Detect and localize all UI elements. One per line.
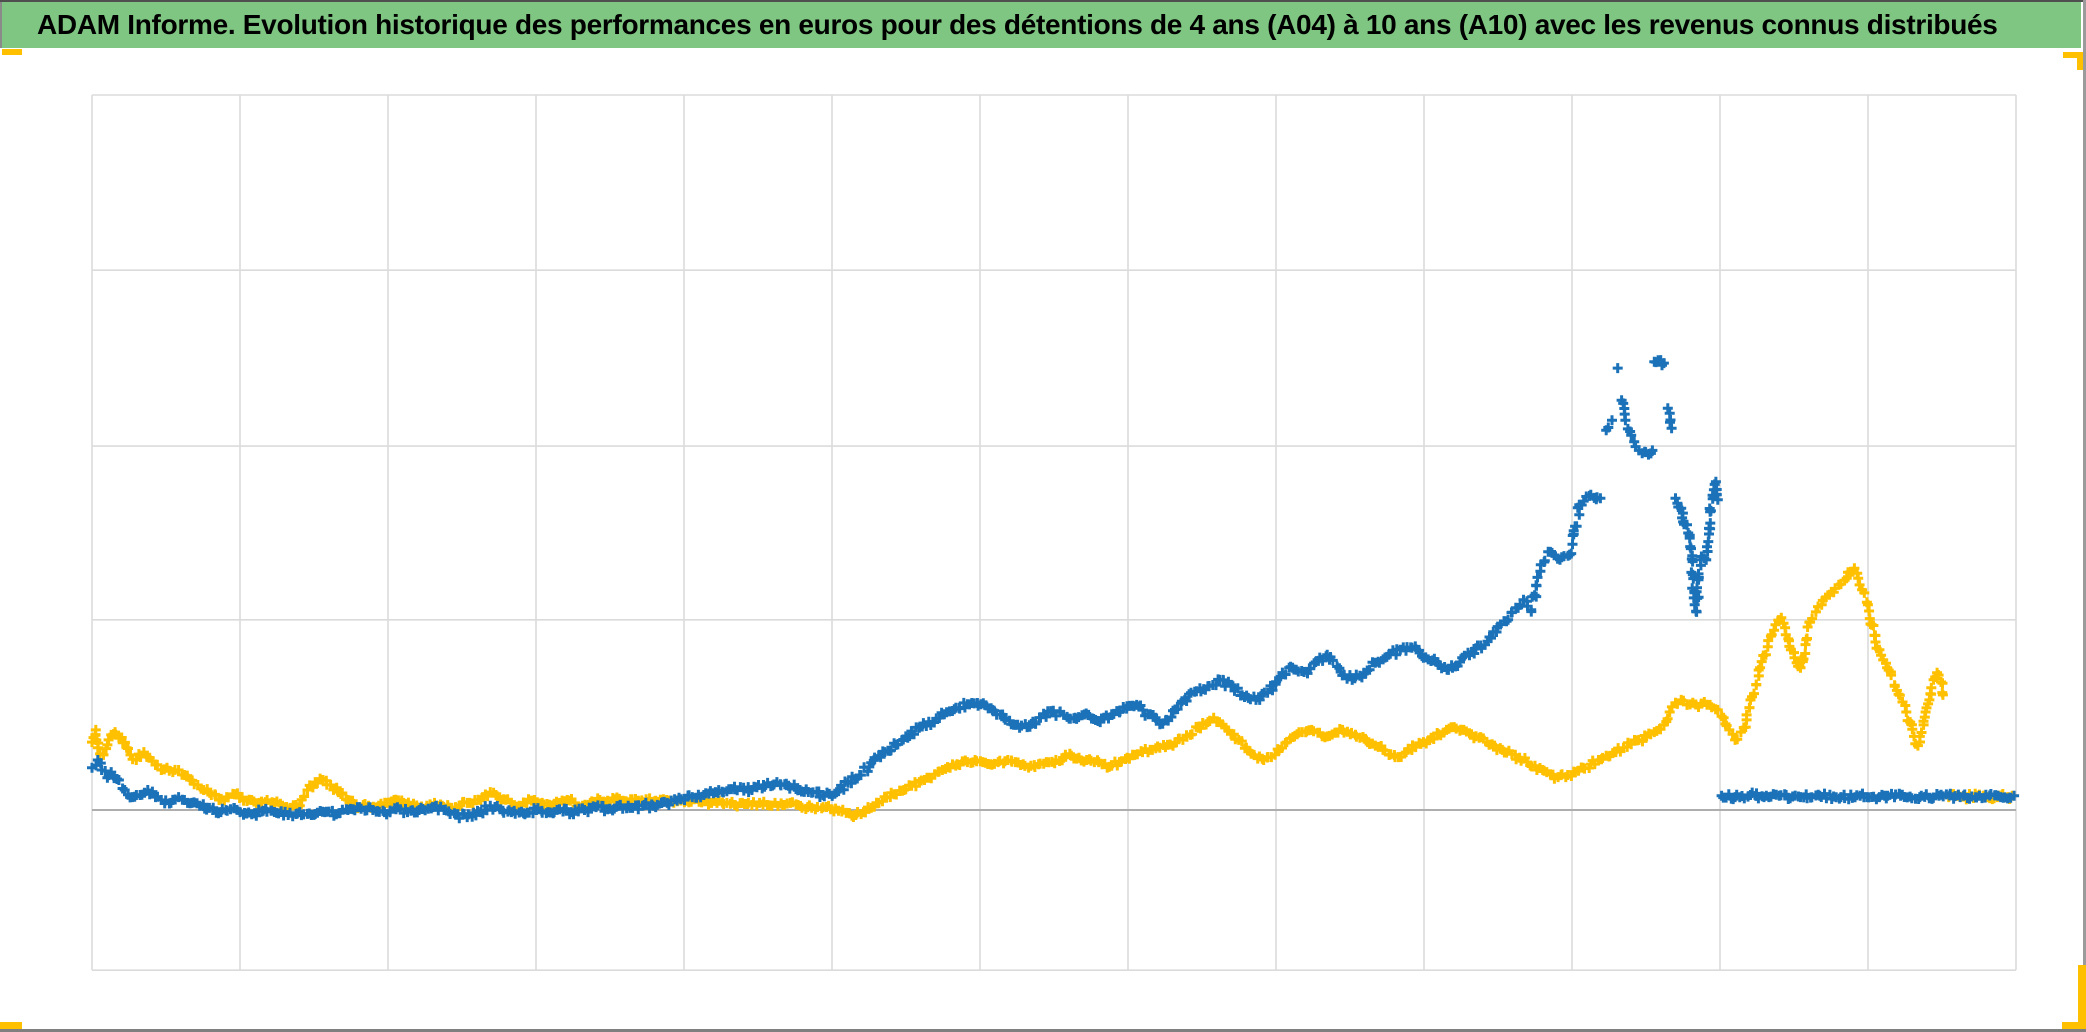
accent-bottom-right-bracket-v [2078,965,2086,1029]
window-bottom-border [0,1029,2086,1032]
accent-top-right-bracket-v [2077,52,2083,70]
window-top-border [0,0,2086,2]
accent-left-tab [2,49,22,55]
accent-bottom-left-tab [0,1022,22,1029]
title-bar: ADAM Informe. Evolution historique des p… [0,2,2081,48]
accent-bottom-right-bracket-h [2062,1022,2086,1029]
slide-title: ADAM Informe. Evolution historique des p… [37,9,1998,40]
accent-top-right-bracket-h [2063,52,2083,58]
scatter-series-serie-jaune [87,563,2018,822]
window-right-border [2083,0,2086,1032]
scatter-series-serie-bleue [87,355,2020,824]
